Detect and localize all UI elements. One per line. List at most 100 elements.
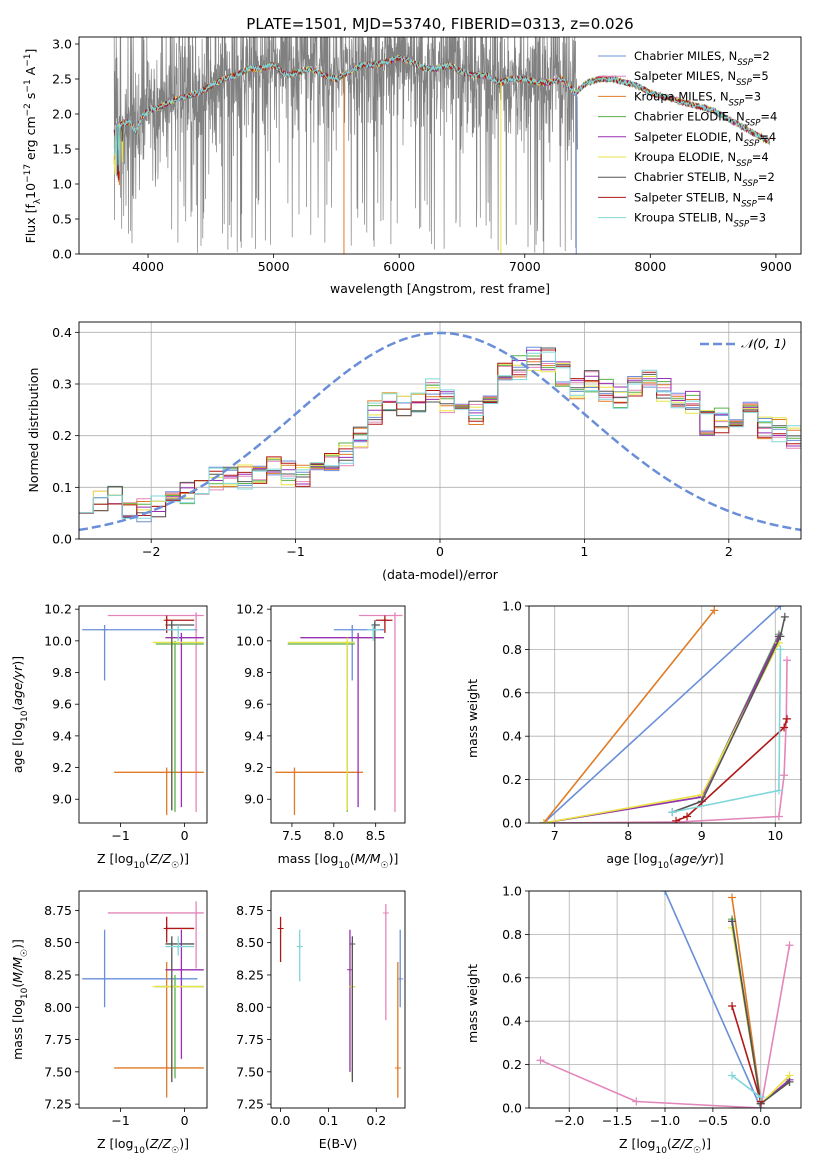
x-axis-label: age [log10(age/yr)] <box>606 851 723 871</box>
x-tick-label: 8.5 <box>366 828 386 843</box>
y-tick-label: 8.50 <box>44 935 72 950</box>
data-point-0 <box>82 625 198 681</box>
weight-line-6 <box>672 616 786 813</box>
point-marker <box>163 769 170 776</box>
x-axis-label: wavelength [Angstrom, rest frame] <box>330 281 550 296</box>
y-tick-label: 0.1 <box>52 480 72 495</box>
x-tick-label: −1 <box>111 1113 129 1128</box>
weight-marker <box>783 656 792 665</box>
y-tick-label: 0.8 <box>502 927 522 942</box>
point-marker <box>349 626 356 633</box>
weight-line-2 <box>543 609 715 823</box>
weight-marker <box>668 808 677 817</box>
data-point-3 <box>287 640 355 812</box>
y-tick-label: 0.4 <box>52 325 72 340</box>
point-marker <box>101 626 108 633</box>
plot-area <box>275 612 403 816</box>
y-tick-label: 7.50 <box>236 1064 264 1079</box>
data-point-5 <box>152 974 204 1079</box>
y-tick-label: 0.6 <box>502 970 522 985</box>
axes-border <box>78 36 802 255</box>
x-tick-label: 10 <box>767 828 783 843</box>
y-tick-label: 7.25 <box>44 1097 72 1112</box>
axes-border <box>270 605 406 824</box>
y-axis-label: Normed distribution <box>26 368 41 493</box>
y-tick-label: 9.2 <box>244 760 264 775</box>
x-tick-label: 0.2 <box>366 1113 386 1128</box>
y-axis-label: age [log10(age/yr)] <box>10 656 30 773</box>
plot-area <box>539 606 792 823</box>
x-tick-label: 9 <box>698 828 706 843</box>
y-tick-label: 0.0 <box>502 1101 522 1116</box>
y-tick-label: 1.5 <box>52 142 72 157</box>
y-tick-label: 9.0 <box>52 792 72 807</box>
y-axis-label: mass weight <box>465 679 480 758</box>
x-tick-label: 4000 <box>132 259 164 274</box>
weight-marker <box>785 941 794 950</box>
x-tick-label: −1.5 <box>602 1113 632 1128</box>
point-marker <box>296 943 303 950</box>
x-axis-label: Z [log10(Z/Z☉)] <box>619 1136 711 1156</box>
chart-massweight_vs_age: 7 8 9 10 0.0 0.2 0.4 0.6 0.8 1.0 age [log10(age/yr… <box>465 599 802 871</box>
data-point-2 <box>275 767 364 816</box>
y-tick-label: 9.2 <box>52 760 72 775</box>
weight-marker <box>780 723 789 732</box>
legend-entry: Salpeter ELODIE, NSSP=4 <box>634 130 776 149</box>
y-tick-label: 7.75 <box>44 1032 72 1047</box>
x-tick-label: 0.0 <box>751 1113 771 1128</box>
weight-marker <box>539 819 548 823</box>
plot-area <box>536 891 794 1108</box>
y-tick-label: 2.5 <box>52 72 72 87</box>
y-axis-label: mass weight <box>465 964 480 1043</box>
data-point-6 <box>165 620 195 811</box>
y-tick-label: 0.8 <box>502 642 522 657</box>
y-tick-label: 0.2 <box>502 772 522 787</box>
weight-marker <box>728 1071 737 1080</box>
point-marker <box>175 626 182 633</box>
y-tick-label: 10.2 <box>236 602 264 617</box>
weight-line-0 <box>664 891 762 1108</box>
point-marker <box>175 943 182 950</box>
x-tick-label: 0 <box>181 828 189 843</box>
y-tick-label: 0.5 <box>52 212 72 227</box>
point-marker <box>168 622 175 629</box>
point-marker <box>391 612 398 619</box>
axes-frame: 7 8 9 10 0.0 0.2 0.4 0.6 0.8 1.0 age [log10(age/yr… <box>465 599 802 871</box>
data-point-1 <box>358 612 403 812</box>
data-point-2 <box>114 962 204 1098</box>
point-marker <box>382 909 389 916</box>
y-tick-label: 7.50 <box>44 1064 72 1079</box>
data-point-7 <box>163 916 195 943</box>
y-tick-label: 0.2 <box>502 1057 522 1072</box>
y-tick-label: 8.50 <box>236 935 264 950</box>
legend-entry: 𝒩(0, 1) <box>741 336 787 351</box>
data-point-0 <box>82 929 198 1008</box>
y-axis-label: mass [log10(M/M☉)] <box>10 939 30 1060</box>
residual-histogram-3 <box>79 355 801 514</box>
legend-entry: Kroupa ELODIE, NSSP=4 <box>634 150 769 169</box>
data-point-6 <box>165 936 195 1083</box>
legend-entry: Chabrier ELODIE, NSSP=4 <box>634 110 777 129</box>
plot-area <box>82 901 204 1098</box>
chart-age_vs_mass: 7.5 8.0 8.5 9.0 9.2 9.4 9.6 9.8 10.0 10.2 mass [lo… <box>236 602 406 871</box>
axes-border <box>78 605 208 824</box>
axes-frame: −1 0 7.25 7.50 7.75 8.00 8.25 8.50 8.75 Z [log10(… <box>10 890 208 1156</box>
weight-line-7 <box>675 718 788 822</box>
x-axis-label: E(B-V) <box>319 1136 358 1151</box>
weight-marker <box>543 819 552 823</box>
legend-entry: Salpeter STELIB, NSSP=4 <box>634 190 774 209</box>
weight-marker <box>756 1093 765 1102</box>
model-spectrum-8 <box>113 54 771 177</box>
weight-marker <box>728 893 737 902</box>
weight-marker <box>776 632 785 641</box>
weight-marker <box>728 1002 737 1011</box>
x-tick-label: 1 <box>580 544 588 559</box>
data-point-6 <box>349 936 356 1083</box>
y-tick-label: 0.4 <box>502 1014 522 1029</box>
chart-mass_vs_Z: −1 0 7.25 7.50 7.75 8.00 8.25 8.50 8.75 Z [log10(… <box>10 890 208 1156</box>
data-point-2 <box>394 962 401 1098</box>
normal-curve <box>79 331 801 532</box>
point-marker <box>394 1064 401 1071</box>
y-tick-label: 1.0 <box>52 177 72 192</box>
chart-title: PLATE=1501, MJD=53740, FIBERID=0313, z=0… <box>246 15 633 33</box>
